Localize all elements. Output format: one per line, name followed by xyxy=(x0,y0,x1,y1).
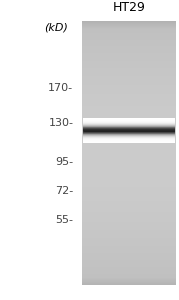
Text: 95-: 95- xyxy=(55,157,73,167)
Text: 170-: 170- xyxy=(48,83,73,93)
Text: 72-: 72- xyxy=(55,186,73,196)
Text: (kD): (kD) xyxy=(44,22,68,32)
Text: 55-: 55- xyxy=(55,215,73,225)
Text: 130-: 130- xyxy=(48,118,73,128)
Text: HT29: HT29 xyxy=(112,1,145,14)
